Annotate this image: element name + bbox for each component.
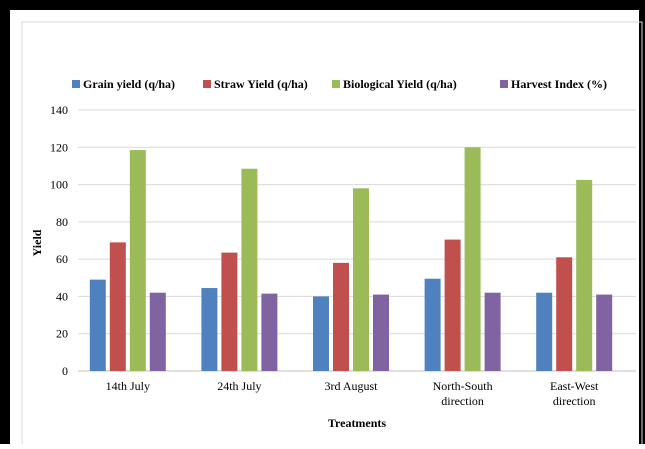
bar <box>576 179 593 371</box>
legend-swatch <box>203 80 211 88</box>
y-tick-label: 100 <box>50 178 68 192</box>
bar <box>201 288 218 371</box>
x-tick-label: 3rd August <box>324 379 378 393</box>
bar <box>261 293 278 371</box>
bar <box>241 168 258 371</box>
x-tick-label-line: direction <box>441 394 484 408</box>
bar <box>109 242 126 371</box>
legend-swatch <box>332 80 340 88</box>
y-tick-label: 140 <box>50 103 68 117</box>
chart-area-border <box>21 21 643 449</box>
bar <box>353 188 369 371</box>
bar <box>444 239 461 371</box>
bar <box>556 257 573 371</box>
y-tick-label: 120 <box>50 140 68 154</box>
legend: Grain yield (q/ha) Straw Yield (q/ha) Biol… <box>72 77 607 91</box>
bar <box>596 294 613 371</box>
bar <box>149 292 166 371</box>
bar <box>89 279 106 371</box>
bar <box>129 150 146 371</box>
bar <box>464 147 481 371</box>
y-axis-title: Yield <box>30 229 44 256</box>
y-tick-label: 0 <box>62 364 68 378</box>
bar <box>221 252 238 371</box>
bar <box>484 292 501 371</box>
x-axis-title: Treatments <box>328 416 387 430</box>
x-tick-label-line: North-South <box>433 379 493 393</box>
y-tick-label: 60 <box>56 252 68 266</box>
bar <box>333 262 349 371</box>
legend-label: Straw Yield (q/ha) <box>214 77 308 91</box>
x-tick-label-line: East-West <box>550 379 599 393</box>
x-axis-ticks: 14th July 24th July 3rd August North-South d… <box>106 379 599 408</box>
x-tick-label: North-South direction <box>433 379 493 408</box>
x-tick-label: East-West direction <box>550 379 599 408</box>
y-tick-label: 40 <box>56 289 68 303</box>
x-tick-label-line: 3rd August <box>324 379 378 393</box>
x-tick-label: 14th July <box>106 379 150 393</box>
legend-swatch <box>500 80 508 88</box>
x-tick-label: 24th July <box>217 379 261 393</box>
x-tick-label-line: 14th July <box>106 379 150 393</box>
outer-border-left <box>0 0 10 444</box>
outer-border-top <box>0 0 645 10</box>
bar <box>313 296 329 371</box>
x-tick-label-line: 24th July <box>217 379 261 393</box>
legend-label: Grain yield (q/ha) <box>83 77 175 91</box>
bar <box>373 294 389 371</box>
legend-label: Biological Yield (q/ha) <box>343 77 457 91</box>
bar <box>536 292 553 371</box>
legend-swatch <box>72 80 80 88</box>
y-tick-label: 20 <box>56 327 68 341</box>
x-tick-label-line: direction <box>553 394 596 408</box>
legend-label: Harvest Index (%) <box>511 77 607 91</box>
bar <box>424 278 441 371</box>
y-axis-ticks: 0 20 40 60 80 100 120 140 <box>50 103 68 378</box>
bars-group <box>89 147 613 371</box>
y-tick-label: 80 <box>56 215 68 229</box>
